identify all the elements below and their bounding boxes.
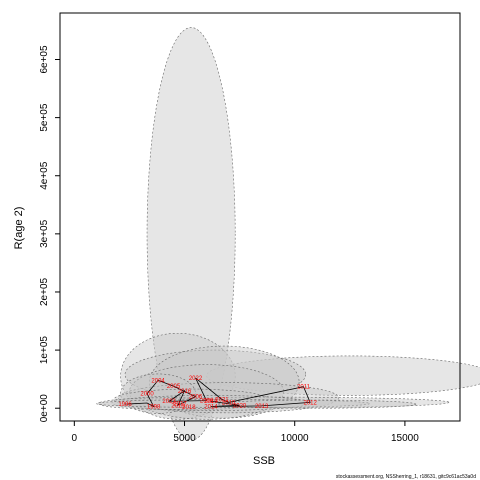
year-label: 2006	[189, 395, 203, 401]
year-label: 2020	[233, 403, 247, 409]
x-axis-label: SSB	[253, 455, 275, 467]
year-label: 2018	[182, 405, 196, 411]
year-label: 2010	[222, 400, 236, 406]
confidence-ellipse	[217, 399, 417, 409]
year-label: 2011	[297, 385, 311, 391]
year-label: 1996	[118, 402, 132, 408]
y-tick-label: 5e+05	[39, 103, 50, 132]
x-tick-label: 5000	[173, 433, 196, 444]
trajectory-line	[124, 377, 311, 408]
ellipses-layer	[96, 27, 480, 441]
year-label: 2012	[303, 400, 317, 406]
x-tick-label: 10000	[281, 433, 309, 444]
y-tick-label: 0e+00	[39, 394, 50, 423]
year-label: 2015	[171, 403, 185, 409]
y-tick-label: 4e+05	[39, 161, 50, 190]
x-axis: 0 5000 10000 15000	[72, 420, 419, 444]
y-tick-label: 3e+05	[39, 219, 50, 248]
confidence-ellipse	[146, 27, 236, 441]
year-label: 2016	[178, 389, 192, 395]
confidence-ellipse	[148, 345, 300, 419]
x-tick-label: 0	[72, 433, 78, 444]
confidence-ellipse	[118, 396, 450, 408]
year-label: 2017	[173, 402, 187, 408]
year-label: 2019	[204, 399, 218, 405]
confidence-ellipse	[96, 399, 370, 408]
year-label: 2005	[167, 384, 181, 390]
y-axis: 0e+00 1e+05 2e+05 3e+05 4e+05 5e+05 6e+05	[39, 45, 61, 423]
trajectory-layer	[124, 377, 311, 408]
y-tick-label: 2e+05	[39, 277, 50, 306]
confidence-ellipse	[206, 355, 480, 396]
year-label: 2014	[204, 404, 218, 410]
year-label: 2013	[255, 404, 269, 410]
y-axis-label: R(age 2)	[13, 207, 25, 250]
year-label: 2008	[200, 399, 214, 405]
year-label: 2023	[162, 399, 176, 405]
footer-text: stockassessment.org, NSSherring_1, r1863…	[336, 474, 476, 480]
confidence-ellipse	[129, 364, 284, 420]
year-label: 2000	[140, 392, 154, 398]
y-tick-label: 6e+05	[39, 45, 50, 74]
year-label: 2004	[151, 378, 165, 384]
year-label: 2022	[189, 376, 203, 382]
year-label: 2021	[215, 397, 229, 403]
year-label: 1998	[147, 404, 161, 410]
confidence-ellipse	[124, 349, 307, 400]
y-tick-label: 1e+05	[39, 336, 50, 365]
x-tick-label: 15000	[391, 433, 419, 444]
